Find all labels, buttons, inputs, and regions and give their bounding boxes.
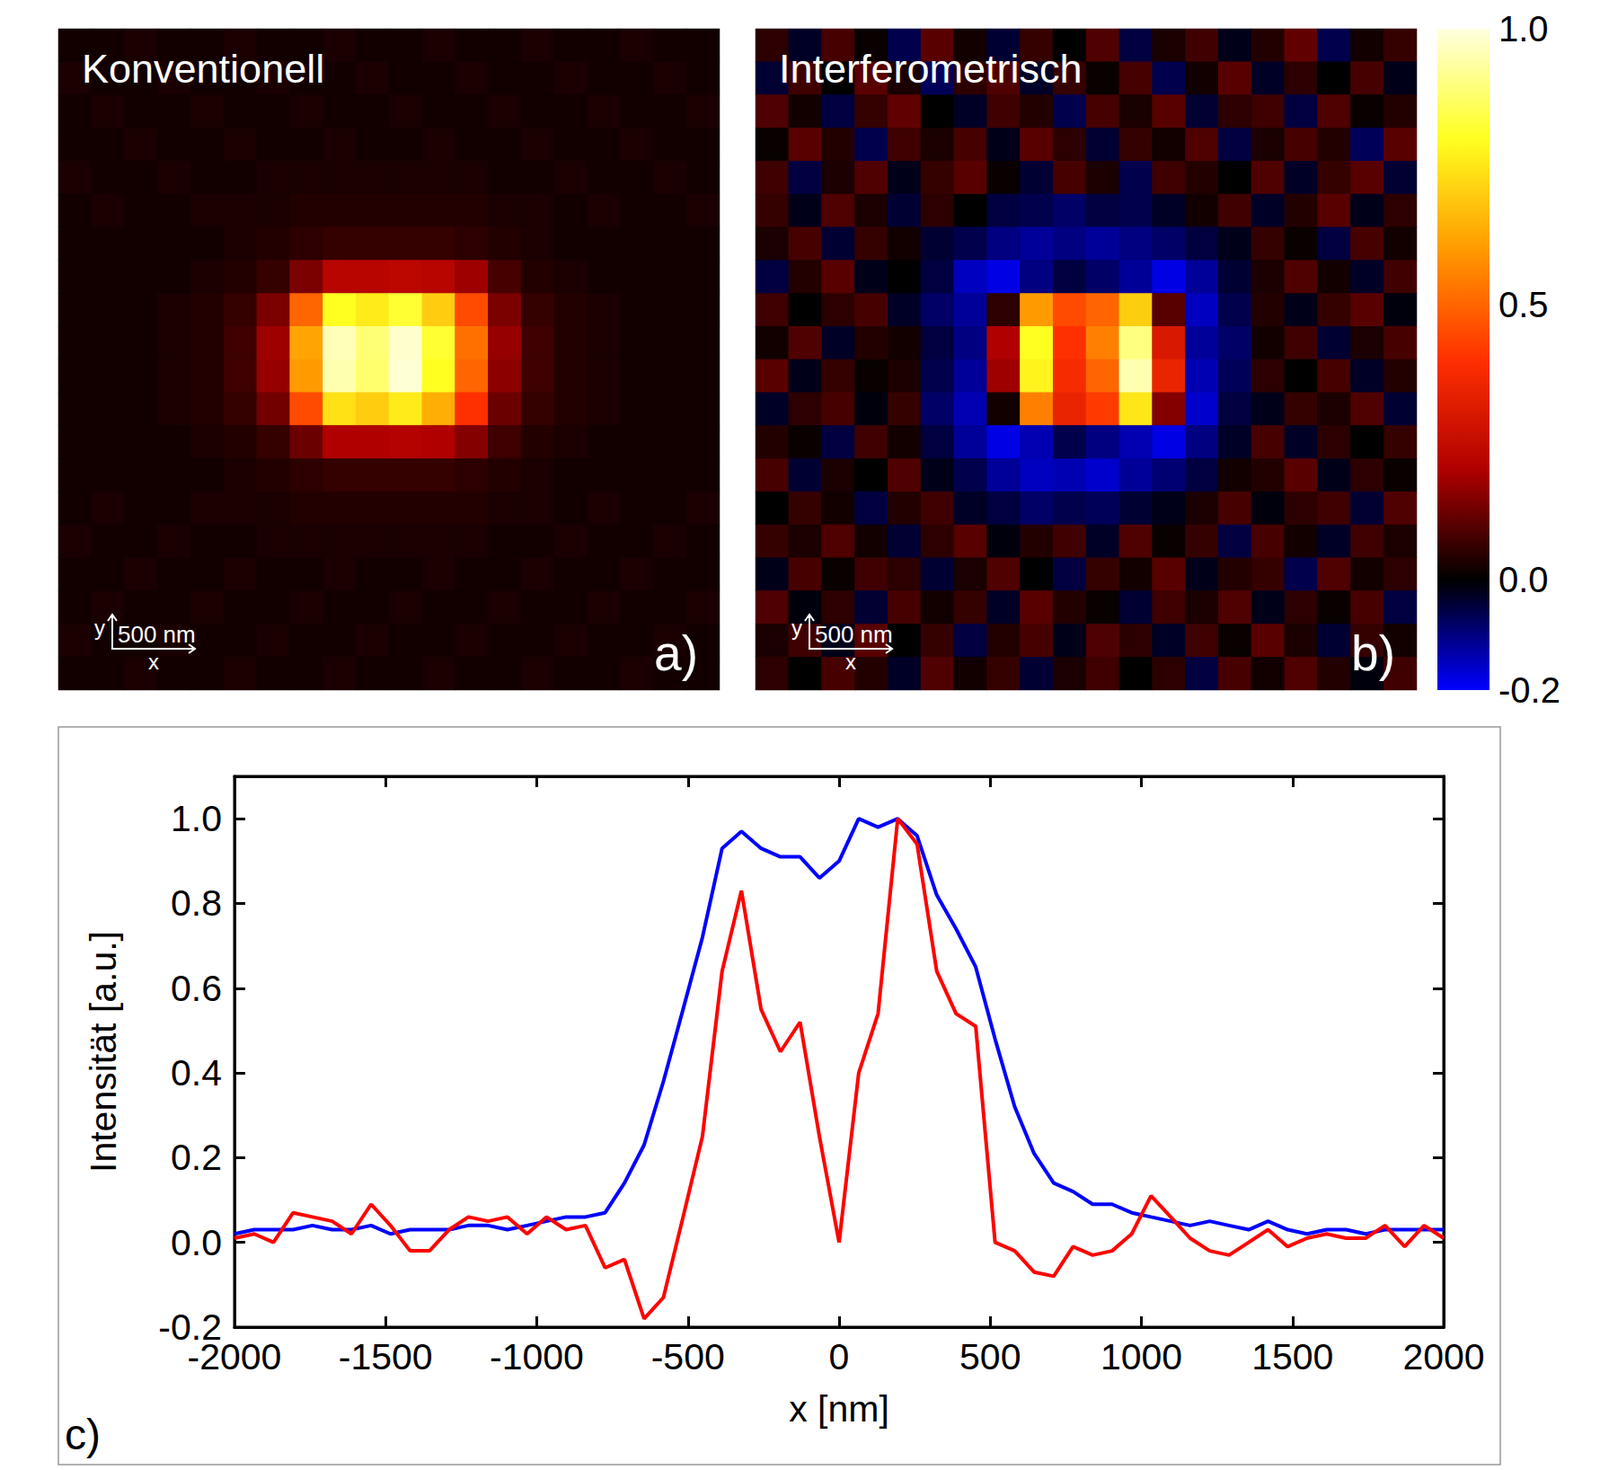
svg-text:x [nm]: x [nm] — [788, 1387, 890, 1430]
svg-text:-1500: -1500 — [338, 1335, 434, 1378]
svg-text:0.0: 0.0 — [1498, 559, 1549, 600]
svg-text:1000: 1000 — [1100, 1335, 1183, 1378]
svg-text:500: 500 — [959, 1335, 1021, 1378]
svg-text:x: x — [845, 649, 857, 674]
svg-text:y: y — [791, 615, 803, 640]
svg-text:500 nm: 500 nm — [814, 620, 893, 648]
svg-text:0.2: 0.2 — [170, 1136, 222, 1178]
svg-text:0.8: 0.8 — [170, 882, 222, 924]
svg-text:0.5: 0.5 — [1498, 284, 1549, 325]
svg-text:y: y — [94, 615, 106, 640]
svg-text:a): a) — [654, 625, 699, 681]
svg-text:0.0: 0.0 — [170, 1221, 222, 1264]
svg-text:1.0: 1.0 — [170, 797, 222, 840]
svg-text:b): b) — [1351, 625, 1396, 681]
svg-text:Intensität [a.u.]: Intensität [a.u.] — [82, 930, 124, 1173]
svg-text:-1000: -1000 — [489, 1335, 584, 1378]
svg-text:1.0: 1.0 — [1498, 8, 1549, 49]
svg-text:0: 0 — [829, 1335, 850, 1378]
svg-text:x: x — [148, 649, 160, 674]
svg-text:c): c) — [64, 1410, 101, 1459]
svg-text:2000: 2000 — [1402, 1335, 1485, 1378]
svg-text:0.4: 0.4 — [170, 1051, 222, 1094]
svg-text:Konventionell: Konventionell — [81, 45, 325, 92]
svg-text:-500: -500 — [651, 1335, 725, 1378]
svg-text:-2000: -2000 — [187, 1335, 283, 1378]
svg-text:-0.2: -0.2 — [1498, 670, 1561, 710]
svg-text:500 nm: 500 nm — [117, 620, 196, 648]
svg-text:1500: 1500 — [1251, 1335, 1334, 1378]
svg-text:-0.2: -0.2 — [158, 1306, 222, 1348]
svg-text:Interferometrisch: Interferometrisch — [778, 45, 1083, 92]
svg-text:0.6: 0.6 — [170, 967, 222, 1009]
